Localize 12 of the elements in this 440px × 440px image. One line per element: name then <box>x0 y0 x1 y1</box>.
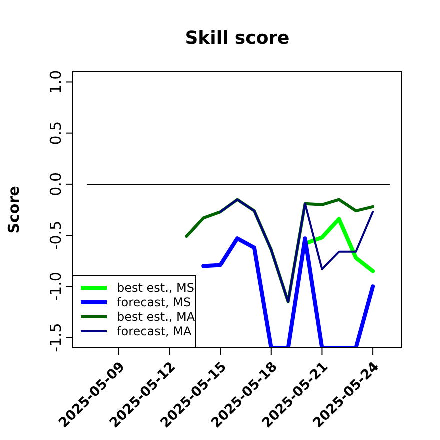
legend-label: best est., MS <box>117 281 195 295</box>
legend-label: best est., MA <box>117 310 196 324</box>
legend-label: forecast, MS <box>117 296 192 310</box>
y-tick-label: 0.0 <box>47 172 65 196</box>
legend-label: forecast, MA <box>117 324 193 338</box>
y-axis-title: Score <box>5 186 23 234</box>
y-tick-label: 0.5 <box>47 121 65 146</box>
y-tick-label: 1.0 <box>47 70 65 94</box>
y-tick-label: -1.5 <box>47 323 65 352</box>
y-tick-label: -1.0 <box>47 272 65 302</box>
y-tick-label: -0.5 <box>47 220 65 250</box>
chart-title: Skill score <box>185 28 290 49</box>
